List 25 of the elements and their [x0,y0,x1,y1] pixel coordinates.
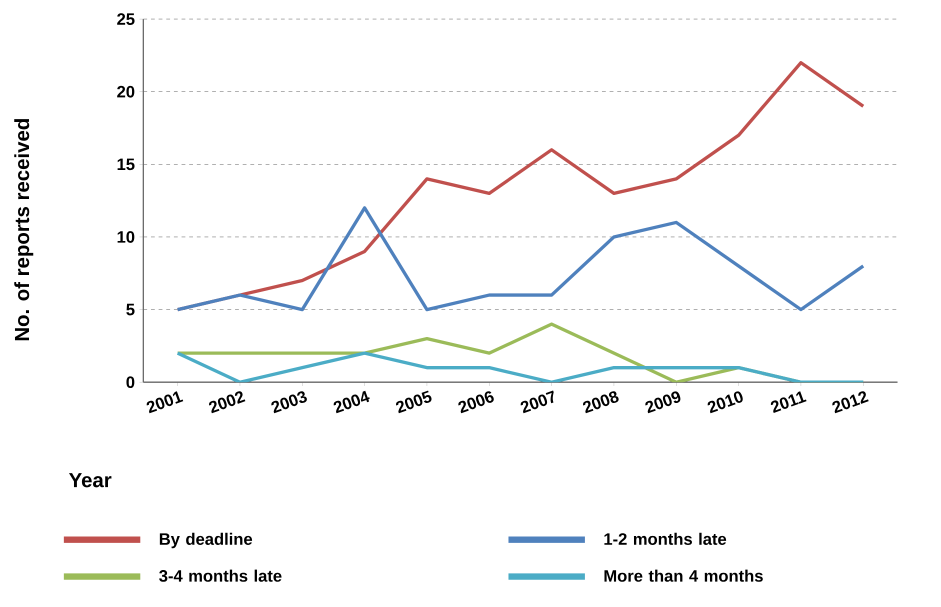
line-series [176,206,865,312]
y-tick-label: 10 [118,231,134,243]
y-tick-label: 5 [126,304,135,316]
x-tick-label: 2007 [520,390,554,414]
x-tick-label: 2012 [832,391,869,414]
x-tick-label: 2001 [146,391,184,414]
x-tick-label: 2002 [209,391,246,414]
x-tick-label: 2009 [645,391,680,414]
y-tick-label: 25 [117,13,135,26]
x-tick-label: 2005 [396,390,432,414]
legend-label: 1-2 months late [604,532,726,546]
x-axis-title: Year [68,473,112,488]
x-tick-label: 2008 [583,391,619,414]
y-tick-label: 20 [117,86,134,98]
legend-label: By deadline [160,532,252,548]
y-axis-title: No. of reports received [14,119,34,340]
x-tick-label: 2010 [708,391,743,414]
x-tick-label: 2004 [334,390,370,414]
legend-label: 3-4 months late [159,570,282,582]
legend-label: More than 4 months [604,570,763,582]
x-tick-label: 2011 [770,391,807,414]
x-tick-label: 2003 [271,391,307,414]
y-tick-label: 15 [118,158,135,170]
x-tick-label: 2006 [458,391,494,414]
y-tick-label: 0 [126,376,134,388]
